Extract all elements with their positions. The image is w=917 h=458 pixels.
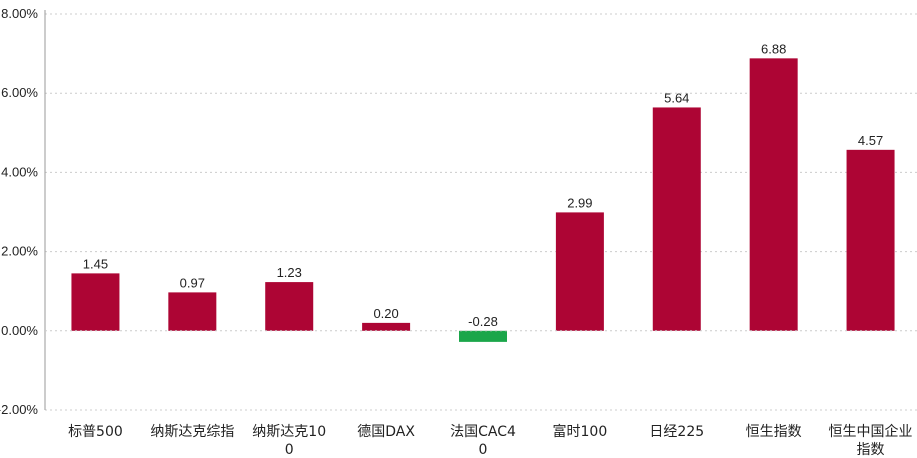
bar-1 xyxy=(71,273,120,331)
x-tick-label-line: 恒生中国企业 xyxy=(829,423,913,440)
x-tick-label: 纳斯达克综指 xyxy=(150,424,234,440)
x-tick-label: 纳斯达克10 0 xyxy=(252,424,326,458)
data-label: 2.99 xyxy=(567,195,592,210)
data-label: 0.20 xyxy=(373,306,398,321)
data-label: 0.97 xyxy=(180,275,205,290)
x-tick-label: 日经225 xyxy=(649,424,704,440)
bar-2 xyxy=(168,292,217,331)
x-tick-label-line: 指数 xyxy=(857,442,885,458)
x-tick-label: 法国CAC4 0 xyxy=(450,424,516,458)
x-tick-label-line: 纳斯达克10 xyxy=(252,424,326,440)
y-tick-label: 8.00% xyxy=(1,6,38,21)
bar-7 xyxy=(652,107,701,331)
bar-8 xyxy=(749,58,798,331)
bar-9 xyxy=(846,149,895,331)
y-tick-label: 0.00% xyxy=(1,323,38,338)
x-tick-label: 恒生指数 xyxy=(746,424,802,440)
x-tick-label: 恒生中国企业指数 xyxy=(829,423,913,458)
data-label: 4.57 xyxy=(858,133,883,148)
data-label: 1.23 xyxy=(277,265,302,280)
data-label: -0.28 xyxy=(468,314,498,329)
x-tick-label-line: 0 xyxy=(479,442,488,458)
data-label: 6.88 xyxy=(761,41,786,56)
y-tick-label: 6.00% xyxy=(1,85,38,100)
data-label: 1.45 xyxy=(83,256,108,271)
y-tick-label: 4.00% xyxy=(1,164,38,179)
y-tick-label: -2.00% xyxy=(0,402,38,417)
x-tick-label-line: 法国CAC4 xyxy=(450,424,516,440)
bar-5 xyxy=(459,330,507,342)
bar-6 xyxy=(555,212,604,331)
data-label: 5.64 xyxy=(664,90,689,105)
x-tick-label-line: 0 xyxy=(285,442,294,458)
bar-4 xyxy=(362,322,411,331)
x-tick-label: 标普500 xyxy=(68,424,123,440)
y-tick-label: 2.00% xyxy=(1,244,38,259)
x-tick-label: 德国DAX xyxy=(357,424,415,440)
bar-3 xyxy=(265,282,314,331)
x-tick-label: 富时100 xyxy=(553,423,608,440)
